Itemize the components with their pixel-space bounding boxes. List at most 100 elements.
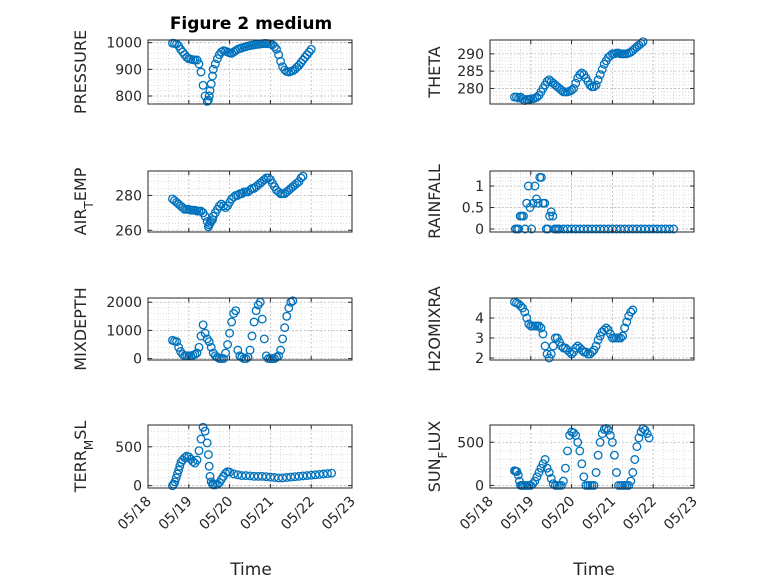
data-point bbox=[585, 80, 595, 90]
data-point bbox=[669, 224, 679, 234]
data-point bbox=[556, 341, 566, 351]
data-point bbox=[194, 446, 204, 456]
data-point bbox=[219, 354, 228, 364]
data-point bbox=[571, 78, 581, 88]
data-point bbox=[196, 67, 206, 77]
data-point bbox=[323, 469, 332, 479]
data-point bbox=[534, 468, 544, 477]
data-point bbox=[591, 341, 601, 351]
data-point bbox=[573, 437, 583, 447]
data-point bbox=[612, 468, 621, 477]
data-point bbox=[536, 323, 546, 333]
data-point bbox=[513, 470, 523, 480]
data-point bbox=[208, 71, 217, 81]
y-tick-label: 285 bbox=[457, 64, 484, 80]
y-tick-label: 290 bbox=[457, 47, 484, 63]
data-point bbox=[237, 352, 247, 362]
data-point bbox=[194, 342, 204, 352]
data-point bbox=[544, 468, 554, 477]
y-axis-label: RAINFALL bbox=[425, 164, 444, 239]
data-point bbox=[229, 469, 239, 479]
data-point bbox=[270, 42, 279, 52]
data-point bbox=[194, 59, 204, 69]
data-point bbox=[178, 349, 188, 359]
data-point bbox=[563, 446, 572, 456]
data-point bbox=[251, 306, 261, 316]
data-point bbox=[533, 198, 543, 208]
data-point bbox=[306, 470, 316, 480]
y-axis-label: H2OMIXRA bbox=[425, 286, 444, 372]
y-tick-label: 0.5 bbox=[462, 201, 484, 217]
data-point bbox=[302, 471, 312, 481]
data-point bbox=[630, 455, 640, 464]
data-point bbox=[595, 70, 605, 80]
y-tick-label: 0 bbox=[475, 222, 484, 238]
data-point bbox=[601, 323, 611, 333]
data-point bbox=[306, 44, 316, 54]
data-point bbox=[318, 469, 328, 479]
y-axis-label: AIRTEMP bbox=[71, 167, 96, 235]
data-point bbox=[556, 480, 566, 490]
data-point bbox=[538, 329, 548, 339]
data-point bbox=[204, 337, 214, 347]
data-point bbox=[569, 83, 579, 93]
data-point bbox=[546, 207, 556, 217]
data-point bbox=[221, 468, 230, 478]
data-point bbox=[591, 468, 601, 477]
subplot-terr: 0 500 05/18 05/19 05/20 05/21 05/22 05/23 TERRMS… bbox=[71, 421, 359, 534]
y-tick-label: 280 bbox=[115, 188, 142, 204]
data-point bbox=[616, 333, 626, 343]
x-tick-label: 05/21 bbox=[237, 494, 277, 534]
y-tick-label: 1 bbox=[475, 179, 484, 195]
y-axis-label: TERRMSL bbox=[71, 421, 96, 494]
data-point bbox=[237, 189, 247, 199]
data-point bbox=[202, 96, 212, 106]
data-point bbox=[522, 313, 532, 323]
data-point bbox=[265, 472, 275, 482]
data-point bbox=[628, 305, 638, 315]
data-point bbox=[278, 334, 288, 344]
y-tick-label: 280 bbox=[457, 81, 484, 97]
data-point bbox=[546, 349, 556, 359]
y-tick-label: 0 bbox=[133, 352, 142, 368]
x-tick-label: 05/22 bbox=[620, 494, 660, 534]
y-tick-label: 2 bbox=[475, 351, 484, 367]
axes-box bbox=[147, 170, 353, 233]
data-point bbox=[210, 59, 220, 69]
data-point bbox=[233, 345, 243, 355]
subplot-pressure: 800 900 1000 PRESSURE bbox=[71, 30, 353, 114]
axes-box bbox=[489, 424, 695, 489]
data-point bbox=[278, 473, 288, 483]
data-point bbox=[567, 85, 577, 95]
data-point bbox=[225, 328, 235, 338]
data-point bbox=[579, 472, 589, 482]
data-point bbox=[178, 203, 188, 213]
data-point bbox=[180, 453, 190, 463]
data-point bbox=[170, 477, 180, 487]
axes-box bbox=[489, 39, 695, 105]
data-point bbox=[536, 172, 546, 182]
data-point bbox=[225, 467, 235, 477]
data-point bbox=[532, 194, 541, 204]
data-point bbox=[540, 455, 550, 464]
data-point bbox=[288, 296, 298, 306]
data-point bbox=[642, 429, 652, 439]
data-point bbox=[622, 317, 632, 327]
subplot-air: 260 280 AIRTEMP bbox=[71, 167, 353, 239]
data-point bbox=[172, 469, 182, 479]
data-point bbox=[545, 211, 555, 221]
data-point bbox=[259, 175, 269, 185]
axes-box bbox=[147, 39, 353, 105]
y-tick-label: 3 bbox=[475, 331, 484, 347]
data-point bbox=[581, 347, 591, 357]
data-point bbox=[618, 331, 628, 341]
y-tick-label: 500 bbox=[115, 440, 142, 456]
y-tick-label: 1000 bbox=[106, 323, 142, 339]
y-axis-label: MIXDEPTH bbox=[71, 287, 90, 370]
data-point bbox=[241, 471, 251, 481]
data-point bbox=[174, 465, 184, 475]
data-point bbox=[603, 425, 613, 435]
data-point bbox=[534, 321, 544, 331]
